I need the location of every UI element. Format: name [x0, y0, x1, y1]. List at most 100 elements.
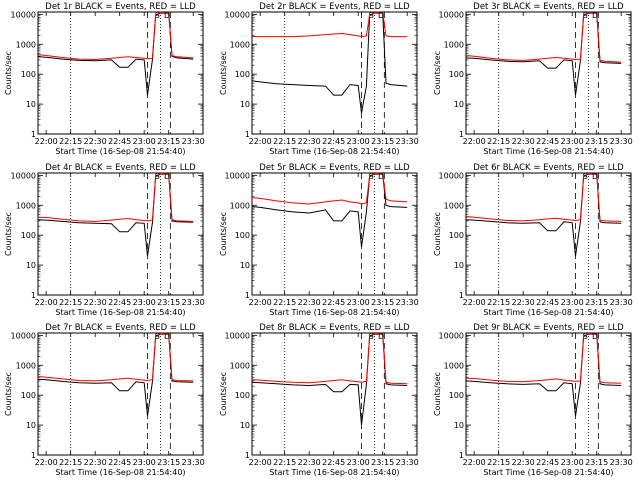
- y-axis-label: Counts/sec: [433, 372, 442, 416]
- y-tick-label: 10000: [11, 10, 36, 19]
- plot-frame: [251, 172, 418, 296]
- marker-d: D: [592, 332, 598, 341]
- y-tick-label: 100: [449, 70, 464, 79]
- x-tick-label: 22:15: [273, 458, 296, 467]
- series-line-events: [251, 12, 408, 114]
- marker-s: S: [369, 172, 374, 181]
- panel-title: Det 6r BLACK = Events, RED = LLD: [473, 163, 624, 173]
- x-tick-label: 23:00: [133, 298, 156, 307]
- y-tick-label: 10: [26, 100, 36, 109]
- y-tick-label: 1000: [230, 361, 250, 370]
- x-axis-label: Start Time (16-Sep-08 21:54:40): [269, 308, 399, 317]
- y-tick-label: 1000: [444, 201, 464, 210]
- x-tick-label: 22:30: [512, 298, 535, 307]
- x-axis-label: Start Time (16-Sep-08 21:54:40): [483, 308, 613, 317]
- plot-frame: [37, 11, 204, 135]
- series-line-lld: [37, 333, 194, 382]
- x-tick-label: 22:45: [536, 137, 559, 146]
- detector-panel-4: Det 4r BLACK = Events, RED = LLD 22:00 22:…: [4, 163, 205, 317]
- y-tick-label: 10: [454, 421, 464, 430]
- x-tick-label: 23:00: [347, 458, 370, 467]
- y-tick-label: 1: [245, 291, 250, 300]
- x-tick-label: 22:00: [249, 298, 272, 307]
- panel-title: Det 4r BLACK = Events, RED = LLD: [45, 163, 196, 173]
- x-axis-label: Start Time (16-Sep-08 21:54:40): [483, 147, 613, 156]
- y-tick-label: 1000: [230, 201, 250, 210]
- x-tick-label: 22:15: [59, 137, 82, 146]
- panel-title: Det 7r BLACK = Events, RED = LLD: [45, 323, 196, 333]
- plot-frame: [37, 172, 204, 296]
- y-tick-label: 1000: [444, 40, 464, 49]
- x-axis-label: Start Time (16-Sep-08 21:54:40): [55, 147, 185, 156]
- y-tick-label: 100: [21, 231, 36, 240]
- series-line-lld: [37, 12, 194, 61]
- x-tick-label: 23:30: [396, 298, 419, 307]
- plot-frame: [465, 172, 632, 296]
- x-tick-label: 23:30: [610, 298, 633, 307]
- marker-s: S: [583, 11, 588, 20]
- x-tick-label: 22:45: [108, 137, 131, 146]
- x-axis-label: Start Time (16-Sep-08 21:54:40): [55, 468, 185, 477]
- x-tick-label: 22:15: [273, 137, 296, 146]
- x-tick-label: 23:00: [133, 458, 156, 467]
- x-tick-label: 23:00: [561, 298, 584, 307]
- x-tick-label: 22:00: [35, 458, 58, 467]
- x-tick-label: 23:15: [371, 458, 394, 467]
- x-tick-label: 22:00: [35, 298, 58, 307]
- x-tick-label: 23:15: [371, 298, 394, 307]
- y-tick-label: 1000: [230, 40, 250, 49]
- x-tick-label: 23:00: [347, 298, 370, 307]
- y-axis-label: Counts/sec: [433, 212, 442, 256]
- marker-d: D: [378, 172, 384, 181]
- y-tick-label: 1: [459, 451, 464, 460]
- x-tick-label: 22:30: [84, 298, 107, 307]
- x-axis-label: Start Time (16-Sep-08 21:54:40): [269, 468, 399, 477]
- plot-frame: [465, 11, 632, 135]
- x-axis-label: Start Time (16-Sep-08 21:54:40): [55, 308, 185, 317]
- x-tick-label: 23:00: [347, 137, 370, 146]
- x-tick-label: 23:30: [396, 458, 419, 467]
- panel-title: Det 8r BLACK = Events, RED = LLD: [259, 323, 410, 333]
- y-tick-label: 10000: [439, 331, 464, 340]
- x-axis-label: Start Time (16-Sep-08 21:54:40): [483, 468, 613, 477]
- x-tick-label: 22:15: [487, 458, 510, 467]
- x-tick-label: 22:00: [249, 137, 272, 146]
- y-tick-label: 100: [21, 70, 36, 79]
- x-tick-label: 23:15: [157, 137, 180, 146]
- y-tick-label: 10000: [225, 331, 250, 340]
- y-tick-label: 10000: [11, 331, 36, 340]
- y-axis-label: Counts/sec: [4, 212, 13, 256]
- marker-d: D: [164, 11, 170, 20]
- y-tick-label: 100: [235, 391, 250, 400]
- y-tick-label: 1: [245, 451, 250, 460]
- marker-d: D: [164, 332, 170, 341]
- y-axis-label: Counts/sec: [219, 212, 228, 256]
- y-tick-label: 10000: [439, 171, 464, 180]
- x-tick-label: 22:45: [322, 298, 345, 307]
- y-tick-label: 1: [459, 130, 464, 139]
- y-tick-label: 10: [26, 421, 36, 430]
- series-line-lld: [251, 333, 408, 385]
- y-tick-label: 100: [449, 231, 464, 240]
- x-tick-label: 22:15: [487, 298, 510, 307]
- y-tick-label: 10: [454, 100, 464, 109]
- x-tick-label: 23:15: [585, 298, 608, 307]
- series-line-lld: [251, 173, 408, 205]
- y-tick-label: 100: [449, 391, 464, 400]
- x-tick-label: 23:15: [157, 298, 180, 307]
- x-tick-label: 22:30: [512, 458, 535, 467]
- plot-frame: [37, 332, 204, 456]
- series-line-lld: [465, 333, 622, 384]
- panel-title: Det 5r BLACK = Events, RED = LLD: [259, 163, 410, 173]
- x-tick-label: 22:00: [463, 458, 486, 467]
- marker-s: S: [369, 11, 374, 20]
- x-tick-label: 23:30: [610, 137, 633, 146]
- y-tick-label: 10: [240, 421, 250, 430]
- series-line-lld: [252, 12, 408, 38]
- plot-frame: [251, 11, 418, 135]
- x-tick-label: 22:45: [536, 458, 559, 467]
- panel-title: Det 9r BLACK = Events, RED = LLD: [473, 323, 624, 333]
